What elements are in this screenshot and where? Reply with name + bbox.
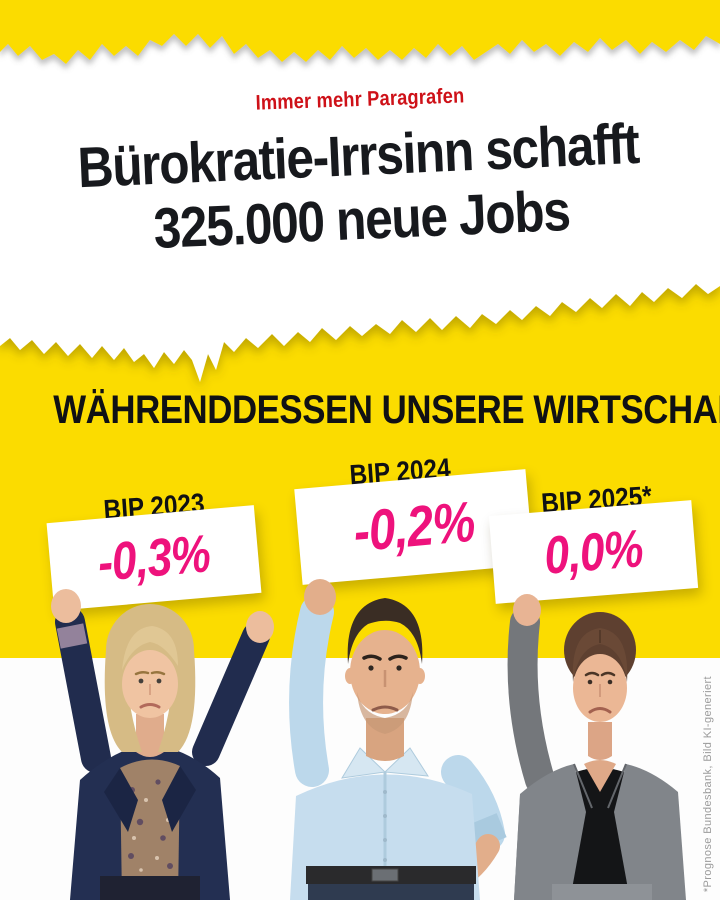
torn-paper <box>0 0 720 382</box>
person-gray-blazer-woman <box>507 594 686 900</box>
footnote-vertical: *Prognose Bundesbank, Bild KI-generiert <box>702 675 714 892</box>
subhead: WÄHRENDDESSEN UNSERE WIRTSCHAFT: <box>0 388 720 433</box>
subhead-text: WÄHRENDDESSEN UNSERE WIRTSCHAFT: <box>53 388 720 432</box>
torn-yellow-top-strip <box>0 0 720 64</box>
person-blonde-woman <box>51 589 274 900</box>
person-man-blue-shirt <box>289 579 507 900</box>
